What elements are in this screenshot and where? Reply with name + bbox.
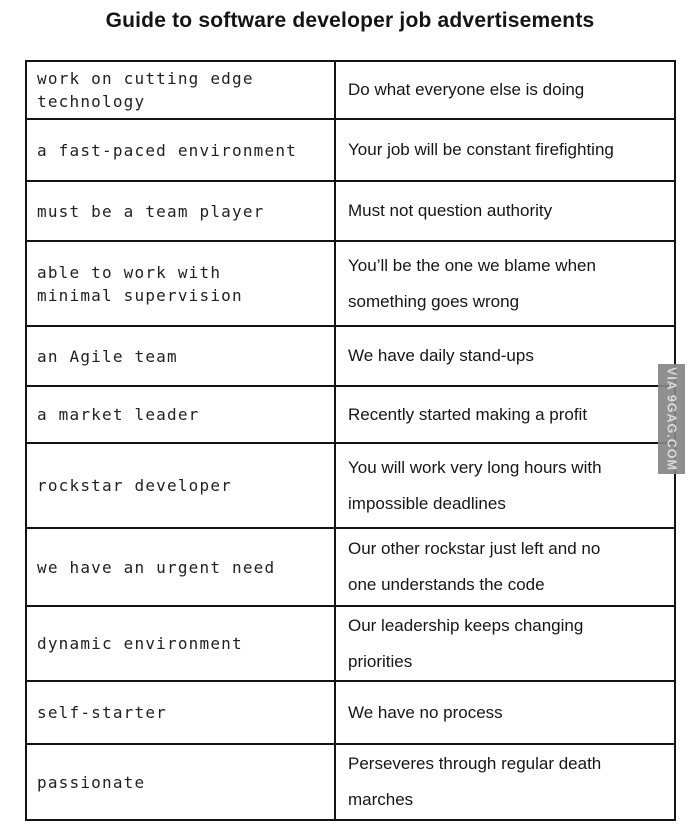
table-row: a fast-paced environment Your job will b… [27, 120, 674, 182]
meaning-cell: We have no process [348, 702, 503, 722]
meaning-cell: You’ll be the one we blame when somethin… [348, 255, 596, 311]
comparison-table: work on cutting edge technology Do what … [25, 60, 676, 821]
ad-phrase-cell: dynamic environment [27, 607, 336, 680]
table-row: passionate Perseveres through regular de… [27, 745, 674, 819]
table-row: dynamic environment Our leadership keeps… [27, 607, 674, 682]
meaning-cell: We have daily stand-ups [348, 346, 534, 365]
ad-phrase-cell: rockstar developer [27, 444, 336, 527]
page-title: Guide to software developer job advertis… [105, 9, 595, 32]
ad-phrase-cell: self-starter [27, 682, 336, 743]
table-row: work on cutting edge technology Do what … [27, 62, 674, 120]
table-row: rockstar developer You will work very lo… [27, 444, 674, 529]
ad-phrase-cell: passionate [27, 745, 336, 819]
ad-phrase-cell: able to work with minimal supervision [27, 242, 336, 325]
table-row: an Agile team We have daily stand-ups [27, 327, 674, 387]
meaning-cell: Your job will be constant firefighting [348, 140, 614, 159]
ad-phrase-cell: an Agile team [27, 327, 336, 385]
meaning-cell: You will work very long hours with impos… [348, 457, 602, 513]
table-row: must be a team player Must not question … [27, 182, 674, 242]
meaning-cell: Must not question authority [348, 201, 553, 220]
ad-phrase-cell: a fast-paced environment [27, 120, 336, 180]
ad-phrase-cell: we have an urgent need [27, 529, 336, 605]
table-row: a market leader Recently started making … [27, 387, 674, 444]
meaning-cell: Our leadership keeps changing priorities [348, 615, 584, 671]
watermark-9gag: VIA 9GAG.COM [658, 364, 685, 474]
meaning-cell: Recently started making a profit [348, 404, 588, 424]
table-row: we have an urgent need Our other rocksta… [27, 529, 674, 607]
meaning-cell: Our other rockstar just left and no one … [348, 539, 601, 594]
meaning-cell: Perseveres through regular death marches [348, 754, 602, 809]
ad-phrase-cell: work on cutting edge technology [27, 62, 336, 118]
ad-phrase-cell: a market leader [27, 387, 336, 442]
ad-phrase-cell: must be a team player [27, 182, 336, 240]
meaning-cell: Do what everyone else is doing [348, 80, 585, 99]
table-row: self-starter We have no process [27, 682, 674, 745]
table-row: able to work with minimal supervision Yo… [27, 242, 674, 327]
